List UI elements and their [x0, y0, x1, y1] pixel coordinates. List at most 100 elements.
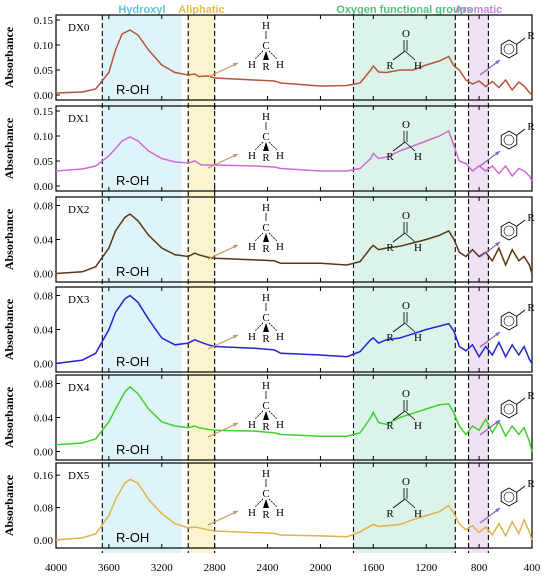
benzene-inner: [503, 134, 515, 146]
y-axis-label: Absorbance: [2, 298, 16, 360]
chem-o: O: [402, 210, 410, 222]
chem-h: H: [414, 151, 422, 163]
y-tick-label: 0.00: [34, 447, 54, 459]
spectrum-line-dx3: [55, 294, 533, 365]
chem-bond: [392, 141, 406, 152]
chem-r: R: [262, 333, 270, 345]
y-tick-label: 0.08: [34, 503, 54, 515]
chem-bond: [516, 128, 526, 136]
chem-bond: [392, 410, 406, 421]
x-tick-label: 800: [471, 562, 488, 574]
y-tick-label: 0.04: [34, 325, 54, 337]
y-tick-label: 0.10: [34, 131, 54, 143]
arrow-aliphatic-head: [233, 154, 238, 158]
chem-h-right: H: [276, 331, 284, 343]
chem-h-right: H: [276, 241, 284, 253]
chem-wedge: [263, 499, 269, 508]
benzene-inner: [503, 43, 515, 55]
y-tick-label: 0.05: [34, 65, 54, 77]
y-tick-label: 0.15: [34, 106, 54, 118]
y-tick-label: 0.00: [34, 269, 54, 281]
panel-label: DX4: [68, 382, 90, 394]
y-axis-label: Absorbance: [2, 208, 16, 270]
chem-h: H: [414, 420, 422, 432]
benzene-ring: [500, 311, 518, 331]
chem-bond: [254, 141, 264, 151]
arrow-aromatic-head: [495, 420, 500, 425]
chem-bond: [404, 498, 416, 509]
chem-wedge: [263, 233, 269, 242]
benzene-ring: [500, 39, 518, 59]
y-tick-label: 0.00: [34, 359, 54, 371]
chem-r: R: [386, 151, 394, 163]
roh-label: R-OH: [116, 442, 149, 457]
chem-c: C: [262, 400, 269, 412]
chem-r: R: [386, 420, 394, 432]
chem-o: O: [402, 476, 410, 488]
arrow-aliphatic-head: [233, 335, 238, 339]
arrow-aliphatic: [207, 334, 239, 350]
y-tick-label: 0.16: [34, 470, 54, 482]
chem-bond: [516, 37, 526, 45]
y-axis-label: Absorbance: [2, 26, 16, 88]
chem-r: R: [386, 508, 394, 520]
y-tick-label: 0.00: [34, 181, 54, 193]
region-label-2: Oxygen functional groups: [336, 4, 472, 16]
chem-bond: [254, 410, 264, 420]
panel-label: DX3: [68, 294, 90, 306]
chem-bond: [268, 322, 278, 332]
chem-bond: [268, 498, 278, 508]
arrow-aromatic-head: [495, 242, 500, 247]
chem-bond: [516, 219, 526, 227]
arrow-aromatic-head: [495, 60, 500, 65]
chem-r: R: [527, 121, 535, 133]
chem-c: C: [262, 222, 269, 234]
chem-wedge: [263, 142, 269, 151]
chem-bond: [404, 141, 416, 152]
region-label-1: Aliphatic: [178, 4, 224, 16]
chem-bond: [268, 410, 278, 420]
arrow-aromatic-head: [495, 508, 500, 513]
benzene-inner: [503, 403, 515, 415]
chem-r: R: [262, 421, 270, 433]
benzene-ring: [500, 221, 518, 241]
arrow-aromatic-head: [495, 332, 500, 337]
y-tick-label: 0.05: [34, 156, 54, 168]
chem-h: H: [414, 60, 422, 72]
y-tick-label: 0.15: [34, 15, 54, 27]
y-tick-label: 0.00: [34, 90, 54, 102]
x-tick-label: 4000: [45, 562, 68, 574]
chem-bond: [268, 141, 278, 151]
arrow-aliphatic-head: [233, 511, 238, 515]
chem-r: R: [262, 61, 270, 73]
chem-h-left: H: [248, 150, 256, 162]
arrow-aliphatic-head: [233, 63, 238, 67]
spectrum-line-dx4: [55, 385, 533, 452]
roh-label: R-OH: [116, 173, 149, 188]
chem-h-top: H: [262, 202, 270, 214]
y-axis-label: Absorbance: [2, 474, 16, 536]
y-tick-label: 0.04: [34, 235, 54, 247]
chem-bond: [404, 322, 416, 333]
chem-bond: [254, 498, 264, 508]
chem-r: R: [262, 152, 270, 164]
benzene-ring: [500, 399, 518, 419]
chem-r: R: [386, 242, 394, 254]
chem-bond: [392, 322, 406, 333]
panel-label: DX1: [68, 113, 89, 125]
arrow-aromatic-head: [495, 151, 500, 156]
chem-r: R: [386, 332, 394, 344]
chem-bond: [404, 50, 416, 61]
spectrum-line-dx0: [55, 29, 533, 96]
x-tick-label: 3600: [98, 562, 121, 574]
chem-c: C: [262, 488, 269, 500]
chem-h-left: H: [248, 331, 256, 343]
chem-r: R: [527, 212, 535, 224]
roh-label: R-OH: [116, 82, 149, 97]
chem-c: C: [262, 312, 269, 324]
chem-h-top: H: [262, 20, 270, 32]
chem-bond: [392, 232, 406, 243]
chem-o: O: [402, 28, 410, 40]
chem-bond: [254, 50, 264, 60]
